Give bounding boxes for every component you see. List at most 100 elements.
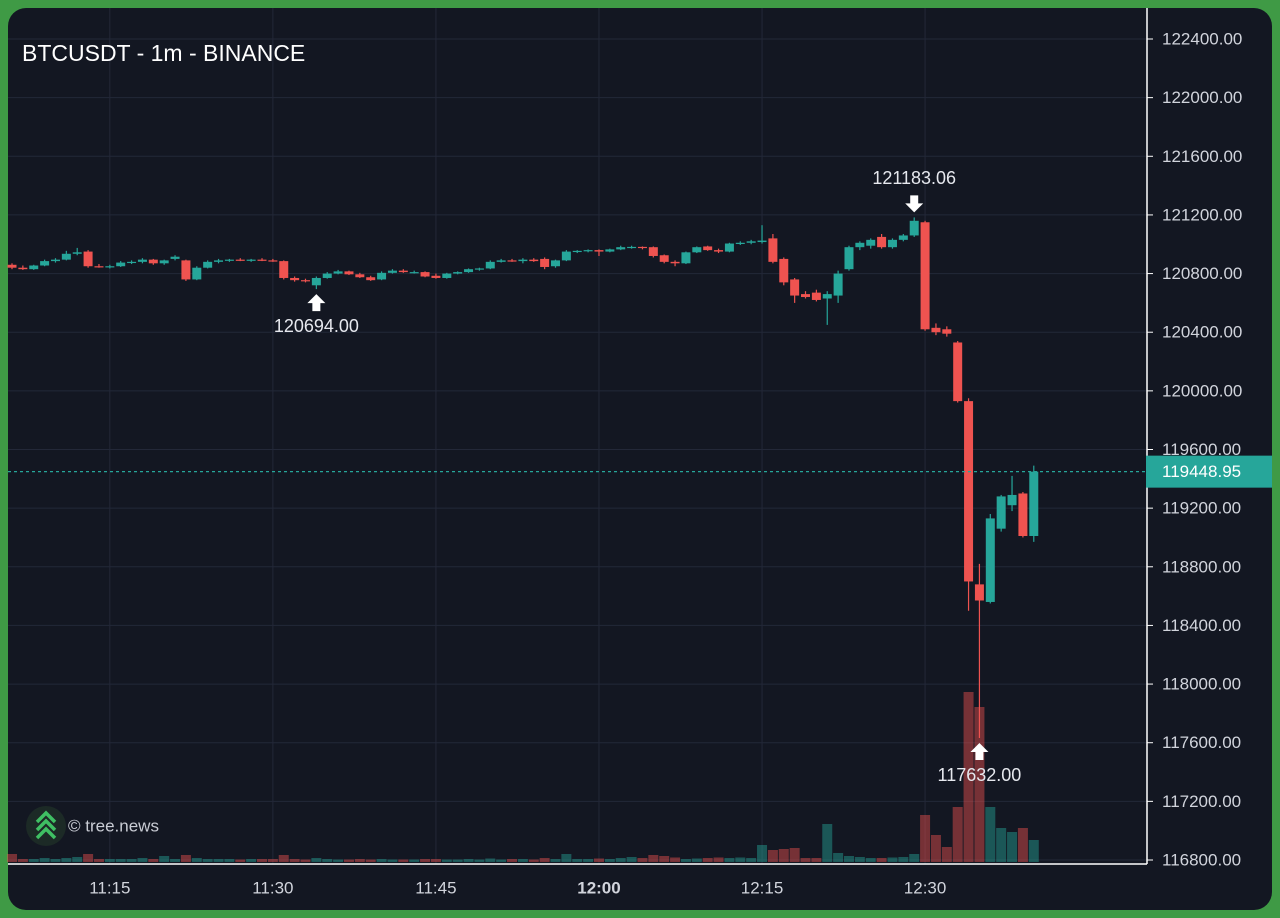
candle-body — [61, 253, 71, 260]
volume-bar — [952, 807, 963, 862]
volume-bar — [767, 850, 778, 862]
volume-bar — [267, 859, 278, 862]
candle-body — [148, 259, 158, 264]
candle-body — [790, 279, 800, 296]
y-tick-label: 118000.00 — [1162, 675, 1241, 694]
volume-bar — [126, 859, 137, 862]
candle-body — [605, 249, 615, 252]
annotation-arrow — [970, 743, 989, 761]
candle-body — [768, 238, 778, 262]
volume-bar — [702, 858, 713, 862]
candle-body — [18, 267, 28, 270]
candle-body — [561, 251, 571, 261]
volume-bar — [333, 859, 344, 862]
candle-body — [94, 266, 104, 268]
candle-body — [822, 294, 832, 299]
candle-body — [583, 250, 593, 252]
candle-body — [616, 247, 626, 250]
candle-body — [268, 260, 278, 262]
candle-body — [387, 270, 397, 273]
volume-bar — [496, 859, 507, 862]
volume-bar — [778, 849, 789, 862]
candle-body — [50, 259, 60, 262]
volume-bar — [659, 856, 670, 862]
candle-body — [246, 259, 256, 261]
candle-body — [279, 261, 289, 278]
x-tick-label: 11:30 — [252, 878, 293, 897]
candle-body — [203, 261, 213, 268]
candle-body — [29, 265, 39, 270]
candle-body — [887, 239, 897, 248]
volume-bar — [278, 855, 289, 862]
candle-body — [474, 268, 484, 270]
volume-bar — [909, 854, 920, 862]
candle-body — [83, 251, 93, 267]
volume-bar — [680, 859, 691, 862]
volume-bar — [7, 854, 17, 862]
x-tick-label: 11:15 — [89, 878, 130, 897]
volume-bar — [811, 858, 822, 862]
candle-body — [594, 250, 604, 252]
volume-bar — [724, 858, 735, 862]
candle-body — [681, 252, 691, 264]
candle-body — [377, 272, 387, 280]
candle-body — [551, 260, 560, 267]
candle-body — [692, 247, 702, 253]
volume-bar — [583, 859, 594, 862]
candle-body — [996, 496, 1006, 529]
volume-bar — [517, 859, 528, 862]
candle-body — [366, 277, 376, 281]
candle-body — [811, 292, 821, 300]
volume-bar — [17, 859, 28, 862]
candle-body — [974, 584, 984, 601]
volume-bar — [463, 859, 474, 862]
candle-body — [703, 246, 713, 251]
volume-bar — [365, 859, 376, 862]
volume-bar — [593, 858, 604, 862]
candle-body — [420, 272, 430, 277]
candle-body — [224, 259, 234, 261]
volume-bar — [213, 859, 224, 862]
y-tick-label: 119600.00 — [1162, 440, 1241, 459]
volume-bar — [72, 857, 83, 862]
volume-bar — [376, 859, 387, 862]
candle-body — [909, 220, 919, 236]
volume-bar — [28, 859, 39, 862]
volume-bar — [941, 847, 952, 862]
volume-bar — [561, 854, 572, 862]
volume-bar — [963, 692, 974, 862]
candle-body — [637, 246, 647, 249]
volume-bar — [180, 855, 191, 862]
y-tick-label: 119200.00 — [1162, 499, 1241, 518]
volume-bar — [343, 859, 354, 862]
candle-body — [1029, 471, 1039, 536]
y-tick-label: 118800.00 — [1162, 557, 1241, 576]
volume-bar — [115, 859, 126, 862]
annotation-label: 117632.00 — [938, 765, 1022, 785]
x-tick-label: 12:15 — [741, 878, 784, 897]
volume-bar — [876, 858, 887, 862]
volume-bar — [474, 859, 485, 862]
y-tick-label: 120400.00 — [1162, 323, 1242, 342]
volume-bar — [170, 859, 181, 862]
candle-body — [192, 267, 202, 280]
candle-body — [964, 401, 974, 582]
candle-body — [833, 273, 843, 296]
candle-body — [181, 260, 191, 280]
volume-bar — [202, 859, 213, 862]
volume-bar — [843, 856, 854, 862]
candle-body — [985, 518, 995, 602]
volume-bar — [148, 859, 159, 862]
candle-body — [898, 235, 908, 240]
y-tick-label: 118400.00 — [1162, 616, 1241, 635]
volume-bar — [789, 848, 800, 862]
candle-body — [1007, 494, 1017, 506]
annotation-arrow — [307, 294, 326, 312]
watermark-icon — [35, 810, 57, 840]
y-tick-label: 121200.00 — [1162, 205, 1242, 224]
volume-bar — [246, 859, 257, 862]
volume-bar — [83, 854, 94, 862]
y-tick-label: 116800.00 — [1162, 850, 1241, 869]
volume-bar — [572, 859, 583, 862]
